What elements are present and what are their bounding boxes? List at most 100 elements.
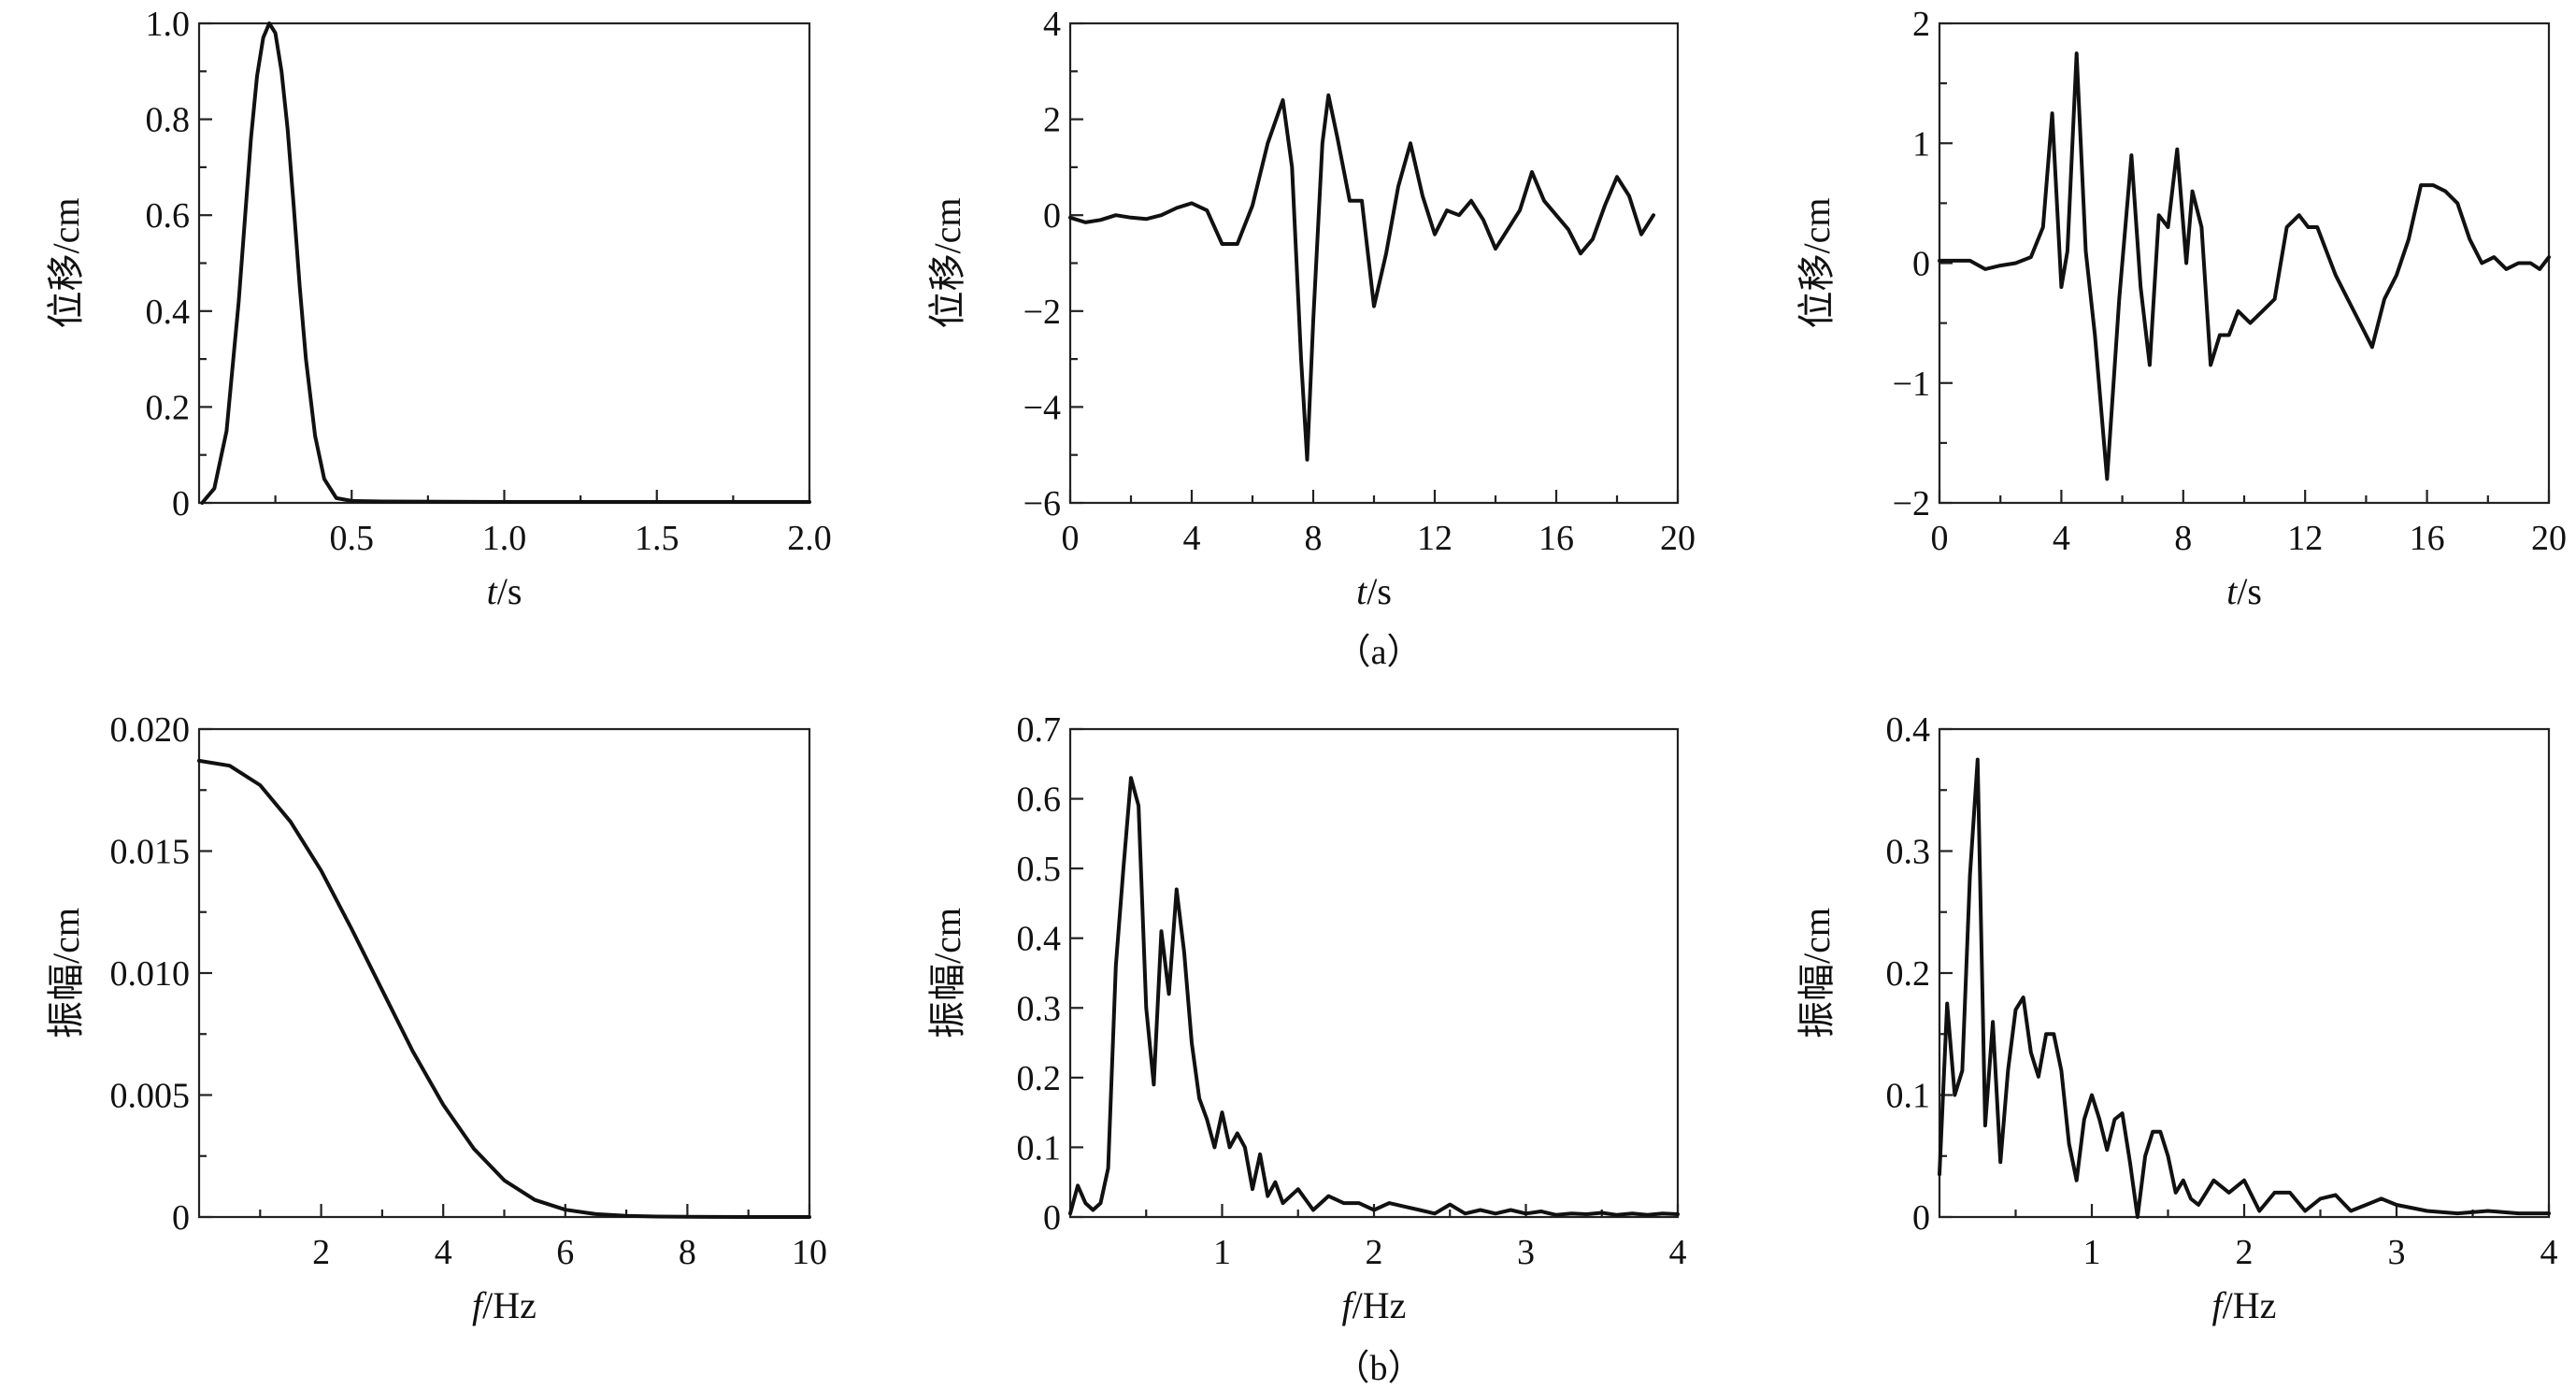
x-tick-label: 0.5 [330,519,375,558]
x-axis-unit: /Hz [2223,1284,2277,1326]
x-tick-label: 4 [1669,1233,1687,1272]
x-axis-label: f/Hz [472,1284,537,1326]
x-tick-label: 4 [2540,1233,2558,1272]
x-axis-variable: t [487,570,498,612]
x-tick-label: 6 [556,1233,574,1272]
x-tick-label: 16 [2410,519,2445,558]
y-tick-label: 0 [172,484,190,523]
y-tick-label: 0 [1043,196,1061,236]
series-line [1068,93,1655,462]
y-tick-label: 0.6 [146,196,191,236]
x-tick-label: 4 [435,1233,452,1272]
x-axis-unit: /Hz [482,1284,537,1326]
chart-panel-2: 0 4 8 12 16 20 −6 −4 −2 0 2 4 t/s 位移/cm [926,5,1696,612]
x-axis-label: t/s [1356,570,1392,612]
y-tick-label: 0.4 [146,293,191,332]
x-tick-label: 3 [2388,1233,2406,1272]
x-tick-label: 3 [1517,1233,1535,1272]
y-tick-label: 0.4 [1886,710,1931,750]
y-axis-label: 位移/cm [926,198,968,329]
chart-panel-6: 1 2 3 4 0 0.1 0.2 0.3 0.4 f/Hz 振幅/cm [1796,710,2558,1326]
y-tick-label: 0.015 [110,833,191,872]
x-axis-unit: /Hz [1352,1284,1407,1326]
chart-panel-5: 1 2 3 4 0 0.1 0.2 0.3 0.4 0.5 0.6 0.7 f/Hz 振幅/cm [926,710,1687,1326]
y-axis-label: 位移/cm [1796,198,1838,329]
x-tick-label: 16 [1538,519,1574,558]
x-tick-label: 20 [2531,519,2567,558]
x-tick-label: 0 [1062,519,1080,558]
x-axis-label: t/s [2226,570,2262,612]
x-tick-label: 12 [1417,519,1453,558]
x-axis-variable: t [2226,570,2238,612]
series-line [1938,51,2551,481]
y-tick-label: 0.8 [146,101,191,140]
caption-b: （b） [1334,1349,1423,1388]
y-axis-label: 振幅/cm [1796,908,1838,1038]
y-tick-label: 0.020 [110,710,191,750]
y-tick-label: 0.010 [110,954,191,994]
y-tick-label: −2 [1893,484,1930,523]
x-tick-label: 10 [792,1233,827,1272]
x-tick-label: 8 [2174,519,2192,558]
x-axis-variable: t [1356,570,1367,612]
y-tick-label: 0.1 [1886,1077,1931,1116]
y-axis-label: 振幅/cm [926,908,968,1038]
chart-panel-4: 2 4 6 8 10 0 0.005 0.010 0.015 0.020 f/Hz 振幅/cm [45,710,827,1326]
y-tick-label: 0.4 [1017,920,1062,959]
y-tick-label: 0.1 [1017,1128,1062,1167]
x-tick-label: 1.0 [482,519,527,558]
chart-panel-1: 0.5 1.0 1.5 2.0 0 0.2 0.4 0.6 0.8 1.0 t/s 位移/cm [45,5,832,612]
x-tick-label: 8 [1305,519,1323,558]
y-tick-label: 0.2 [1017,1059,1062,1098]
series-line [197,758,811,1219]
x-axis-unit: /s [2237,570,2262,612]
y-tick-label: 4 [1043,5,1061,44]
x-axis-label: t/s [487,570,522,612]
y-tick-label: 0.7 [1017,710,1062,750]
x-tick-label: 2 [312,1233,330,1272]
y-tick-label: 0.005 [110,1077,191,1116]
series-line [200,21,811,505]
y-tick-label: −2 [1023,293,1061,332]
x-tick-label: 0 [1931,519,1949,558]
y-tick-label: 0.3 [1017,989,1062,1028]
x-tick-label: 8 [679,1233,696,1272]
plot-frame [1938,21,2551,505]
y-tick-label: 0.2 [146,388,191,427]
y-tick-label: 0.3 [1886,833,1931,872]
y-tick-label: 0.5 [1017,850,1062,889]
x-tick-label: 20 [1660,519,1696,558]
plot-frame [1938,727,2551,1219]
y-tick-label: −6 [1023,484,1061,523]
x-tick-label: 2.0 [787,519,832,558]
x-axis-label: f/Hz [1342,1284,1407,1326]
y-tick-label: 1.0 [146,5,191,44]
y-tick-label: 1 [1912,124,1930,164]
x-axis-unit: /s [497,570,522,612]
plot-frame [197,21,811,505]
x-tick-label: 2 [2236,1233,2254,1272]
x-tick-label: 4 [1183,519,1201,558]
x-axis-label: f/Hz [2212,1284,2277,1326]
plot-frame [1068,727,1680,1219]
x-tick-label: 1 [1213,1233,1231,1272]
plot-frame [197,727,811,1219]
y-tick-label: 2 [1043,101,1061,140]
y-tick-label: 0 [1043,1198,1061,1238]
y-tick-label: −4 [1023,388,1061,427]
y-axis-label: 振幅/cm [45,908,87,1038]
x-tick-label: 2 [1366,1233,1383,1272]
y-tick-label: 0 [1912,245,1930,284]
y-tick-label: 0 [172,1198,190,1238]
caption-a: （a） [1336,633,1423,672]
y-tick-label: −1 [1893,365,1930,404]
series-line [1068,776,1680,1217]
x-axis-unit: /s [1367,570,1392,612]
y-tick-label: 0.2 [1886,954,1931,994]
y-tick-label: 2 [1912,5,1930,44]
plot-frame [1068,21,1680,505]
x-tick-label: 1 [2083,1233,2101,1272]
series-line [1938,757,2551,1219]
